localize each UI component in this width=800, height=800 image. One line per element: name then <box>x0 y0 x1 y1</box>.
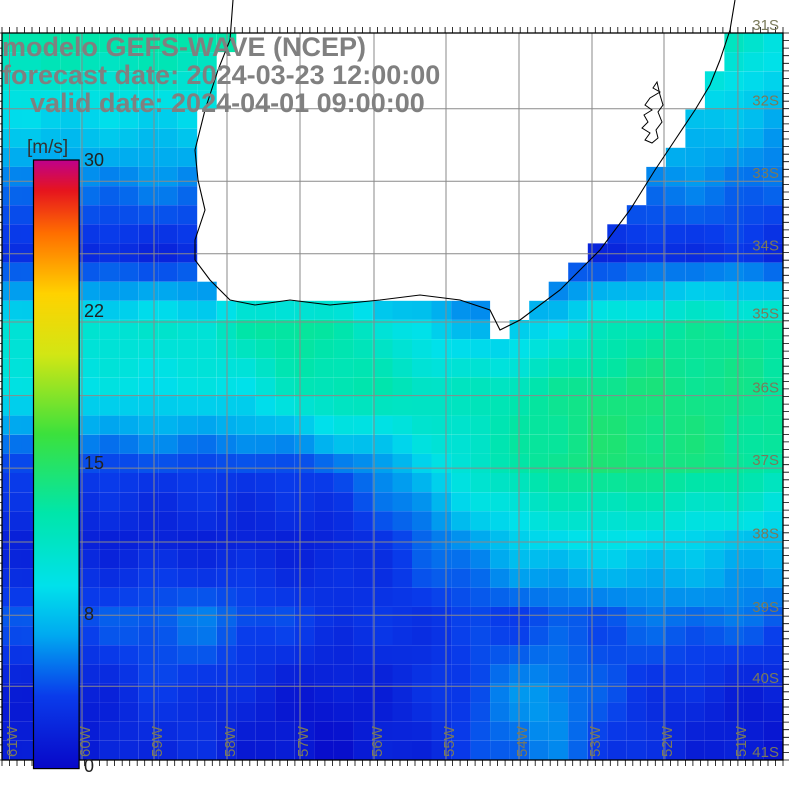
svg-text:31S: 31S <box>752 17 779 34</box>
svg-text:39S: 39S <box>752 599 779 616</box>
svg-text:0: 0 <box>84 756 94 776</box>
svg-text:[m/s]: [m/s] <box>27 137 68 158</box>
svg-text:37S: 37S <box>752 452 779 469</box>
svg-text:38S: 38S <box>752 526 779 543</box>
svg-text:52W: 52W <box>659 725 676 757</box>
svg-text:35S: 35S <box>752 306 779 323</box>
svg-text:58W: 58W <box>222 725 239 757</box>
svg-text:61W: 61W <box>4 725 21 757</box>
svg-text:56W: 56W <box>369 725 386 757</box>
svg-text:41S: 41S <box>752 744 779 761</box>
svg-text:32S: 32S <box>752 93 779 110</box>
svg-text:34S: 34S <box>752 238 779 255</box>
svg-text:15: 15 <box>84 453 104 473</box>
svg-text:modelo GEFS-WAVE (NCEP): modelo GEFS-WAVE (NCEP) <box>2 32 366 62</box>
svg-text:55W: 55W <box>441 725 458 757</box>
svg-text:51W: 51W <box>733 725 750 757</box>
svg-text:40S: 40S <box>752 670 779 687</box>
svg-text:53W: 53W <box>587 725 604 757</box>
svg-text:30: 30 <box>84 150 104 170</box>
svg-text:60W: 60W <box>77 725 94 757</box>
svg-text:8: 8 <box>84 604 94 624</box>
svg-text:54W: 54W <box>514 725 531 757</box>
svg-text:57W: 57W <box>295 725 312 757</box>
svg-text:forecast date: 2024-03-23 12:0: forecast date: 2024-03-23 12:00:00 <box>2 60 440 90</box>
svg-text:valid date: 2024-04-01 09:00:0: valid date: 2024-04-01 09:00:00 <box>30 88 425 118</box>
svg-text:59W: 59W <box>149 725 166 757</box>
svg-text:33S: 33S <box>752 165 779 182</box>
svg-text:36S: 36S <box>752 379 779 396</box>
svg-text:22: 22 <box>84 301 104 321</box>
